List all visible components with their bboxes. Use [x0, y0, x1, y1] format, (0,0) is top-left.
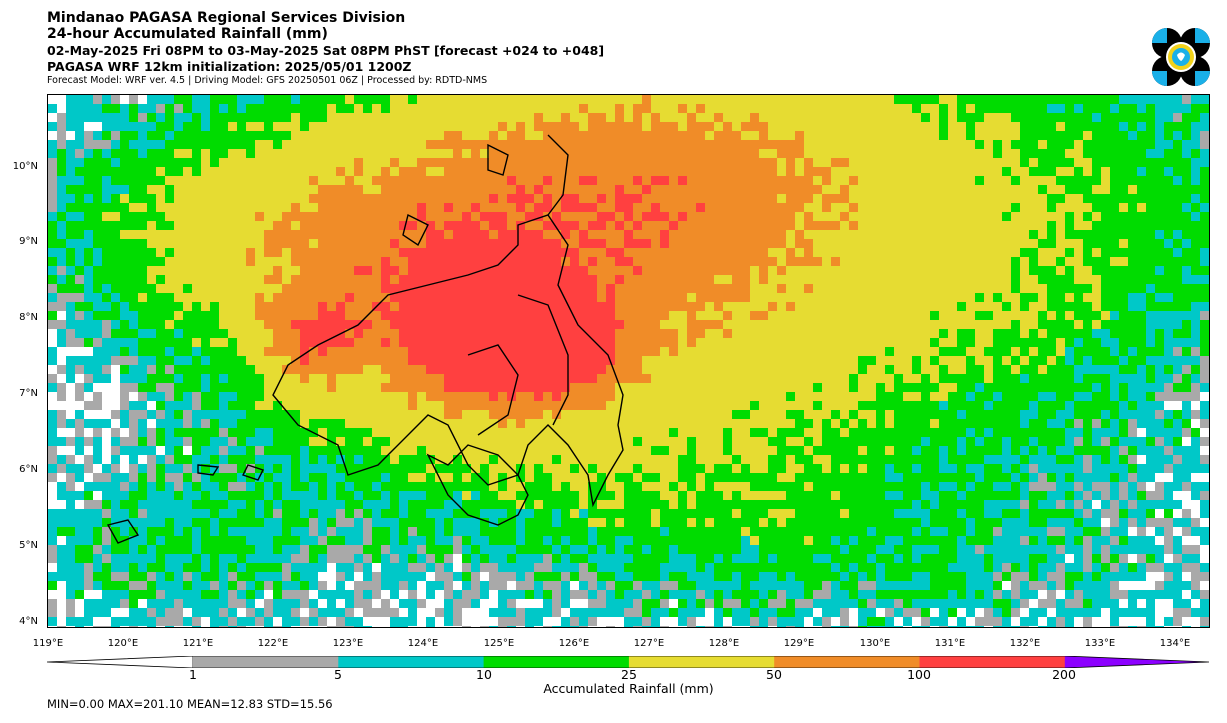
- lon-label-126e: 126°E: [558, 638, 590, 649]
- lon-label-121e: 121°E: [182, 638, 214, 649]
- lat-label-7n: 7°N: [19, 388, 38, 399]
- colorbar-label-5: 5: [334, 667, 342, 682]
- lon-label-123e: 123°E: [332, 638, 364, 649]
- lat-label-9n: 9°N: [19, 236, 38, 247]
- statistics-line: MIN=0.00 MAX=201.10 MEAN=12.83 STD=15.56: [47, 697, 333, 711]
- lat-label-4n: 4°N: [19, 616, 38, 627]
- lon-label-125e: 125°E: [483, 638, 515, 649]
- rainfall-field: [48, 95, 1209, 627]
- colorbar: [47, 656, 1210, 668]
- forecast-period: 02-May-2025 Fri 08PM to 03-May-2025 Sat …: [47, 43, 605, 58]
- lat-label-8n: 8°N: [19, 312, 38, 323]
- lon-label-130e: 130°E: [859, 638, 891, 649]
- lon-label-119e: 119°E: [32, 638, 64, 649]
- model-initialization: PAGASA WRF 12km initialization: 2025/05/…: [47, 59, 412, 74]
- colorbar-label-25: 25: [621, 667, 637, 682]
- lon-label-133e: 133°E: [1084, 638, 1116, 649]
- lon-label-132e: 132°E: [1009, 638, 1041, 649]
- lat-label-6n: 6°N: [19, 464, 38, 475]
- lon-label-127e: 127°E: [633, 638, 665, 649]
- lon-label-134e: 134°E: [1159, 638, 1191, 649]
- lon-label-129e: 129°E: [783, 638, 815, 649]
- pagasa-logo-icon: [1150, 27, 1212, 87]
- lon-label-124e: 124°E: [407, 638, 439, 649]
- lat-label-10n: 10°N: [12, 161, 38, 172]
- model-info: Forecast Model: WRF ver. 4.5 | Driving M…: [47, 75, 488, 86]
- lon-label-120e: 120°E: [107, 638, 139, 649]
- colorbar-label-200: 200: [1052, 667, 1076, 682]
- colorbar-label-100: 100: [907, 667, 931, 682]
- colorbar-label-1: 1: [189, 667, 197, 682]
- colorbar-label-50: 50: [766, 667, 782, 682]
- colorbar-title: Accumulated Rainfall (mm): [543, 681, 714, 696]
- lon-label-131e: 131°E: [934, 638, 966, 649]
- lat-label-5n: 5°N: [19, 540, 38, 551]
- rainfall-map: [47, 94, 1210, 628]
- map-title: Mindanao PAGASA Regional Services Divisi…: [47, 10, 406, 26]
- lon-label-128e: 128°E: [708, 638, 740, 649]
- colorbar-label-10: 10: [476, 667, 492, 682]
- lon-label-122e: 122°E: [257, 638, 289, 649]
- map-subtitle: 24-hour Accumulated Rainfall (mm): [47, 26, 328, 42]
